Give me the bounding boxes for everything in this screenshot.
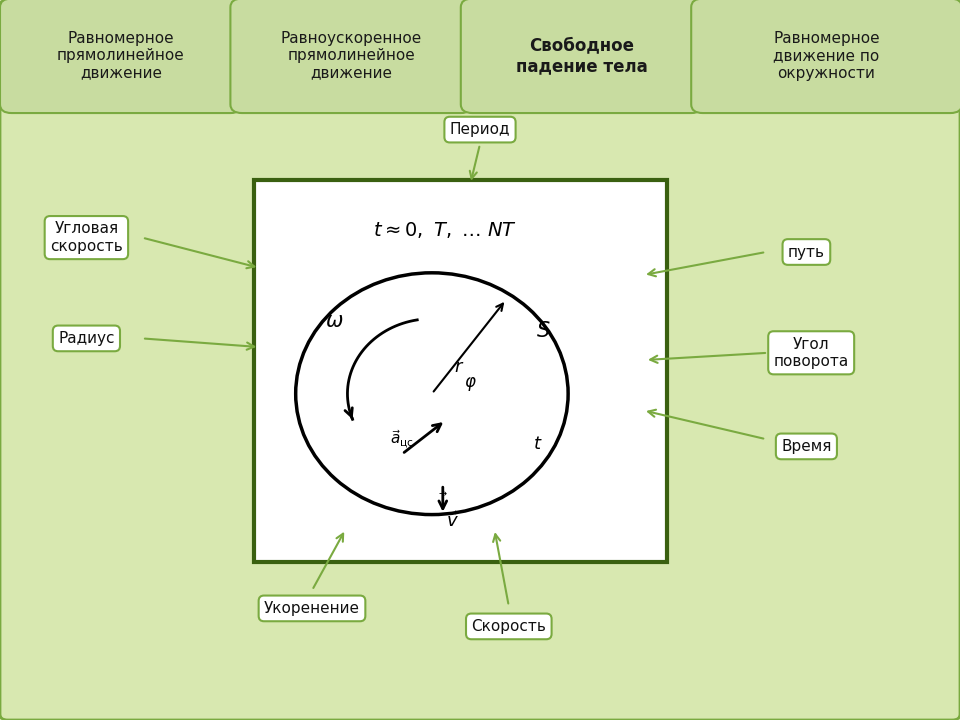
Text: $r$: $r$ xyxy=(454,358,465,376)
Text: Угловая
скорость: Угловая скорость xyxy=(50,222,123,253)
Text: $\varphi$: $\varphi$ xyxy=(464,375,476,393)
Text: Угол
поворота: Угол поворота xyxy=(774,337,849,369)
Text: Радиус: Радиус xyxy=(59,331,114,346)
FancyBboxPatch shape xyxy=(254,180,667,562)
FancyBboxPatch shape xyxy=(0,0,242,113)
Text: Время: Время xyxy=(781,439,831,454)
Text: $\vec{a}_{\mathrm{цс}}$: $\vec{a}_{\mathrm{цс}}$ xyxy=(390,428,414,451)
FancyBboxPatch shape xyxy=(461,0,703,113)
Text: Скорость: Скорость xyxy=(471,619,546,634)
Text: путь: путь xyxy=(788,245,825,259)
Text: Период: Период xyxy=(449,122,511,137)
Text: $S$: $S$ xyxy=(537,321,551,341)
FancyBboxPatch shape xyxy=(230,0,472,113)
Text: $\omega$: $\omega$ xyxy=(324,311,343,331)
Text: $\rightarrow$: $\rightarrow$ xyxy=(437,488,448,498)
Text: Равномерное
движение по
окружности: Равномерное движение по окружности xyxy=(773,31,880,81)
Text: Равномерное
прямолинейное
движение: Равномерное прямолинейное движение xyxy=(57,31,185,81)
Text: $\vec{v}$: $\vec{v}$ xyxy=(445,510,459,531)
Text: $t \approx 0,\ T,\ \ldots\ NT$: $t \approx 0,\ T,\ \ldots\ NT$ xyxy=(373,220,517,240)
Text: Свободное
падение тела: Свободное падение тела xyxy=(516,37,648,75)
Text: Равноускоренное
прямолинейное
движение: Равноускоренное прямолинейное движение xyxy=(280,31,422,81)
Text: $t$: $t$ xyxy=(534,436,543,454)
Text: Укоренение: Укоренение xyxy=(264,601,360,616)
FancyBboxPatch shape xyxy=(691,0,960,113)
